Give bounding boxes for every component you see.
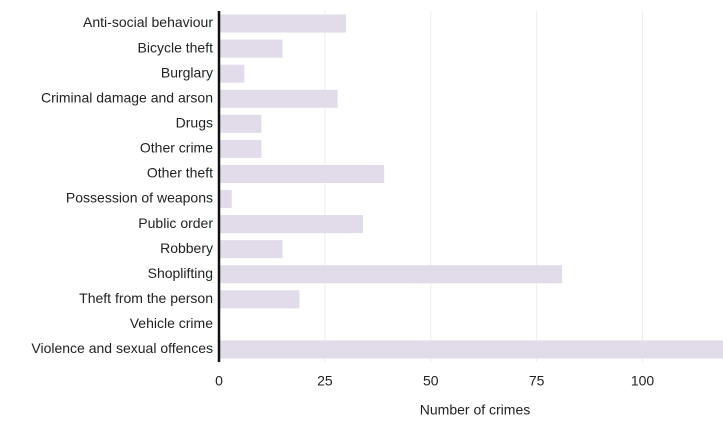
bar [219,190,232,209]
bar [219,89,338,108]
y-tick-label: Drugs [176,115,213,131]
y-tick-label: Other crime [140,140,213,156]
x-tick-label: 0 [215,373,223,389]
x-tick-label: 100 [631,373,655,389]
bar [219,340,723,359]
y-tick-label: Criminal damage and arson [41,89,213,105]
y-tick-label: Robbery [160,240,213,256]
bar [219,39,283,58]
bar [219,265,563,284]
bar [219,14,347,33]
y-tick-label: Possession of weapons [66,190,213,206]
y-tick-label: Other theft [147,165,213,181]
bar [219,114,262,133]
y-tick-label: Theft from the person [79,290,213,306]
bar [219,64,245,83]
bar [219,240,283,259]
y-tick-label: Shoplifting [148,265,213,281]
bar [219,164,385,183]
y-tick-label: Vehicle crime [130,315,213,331]
bar [219,139,262,158]
y-tick-label: Violence and sexual offences [31,340,213,356]
y-tick-label: Anti-social behaviour [83,14,213,30]
x-tick-label: 25 [317,373,333,389]
bar [219,290,300,309]
y-tick-label: Public order [138,215,213,231]
x-tick-label: 50 [423,373,439,389]
x-axis-title: Number of crimes [420,402,530,418]
bar [219,215,363,234]
x-tick-label: 75 [529,373,545,389]
y-tick-label: Bicycle theft [138,39,214,55]
y-tick-label: Burglary [161,64,213,80]
